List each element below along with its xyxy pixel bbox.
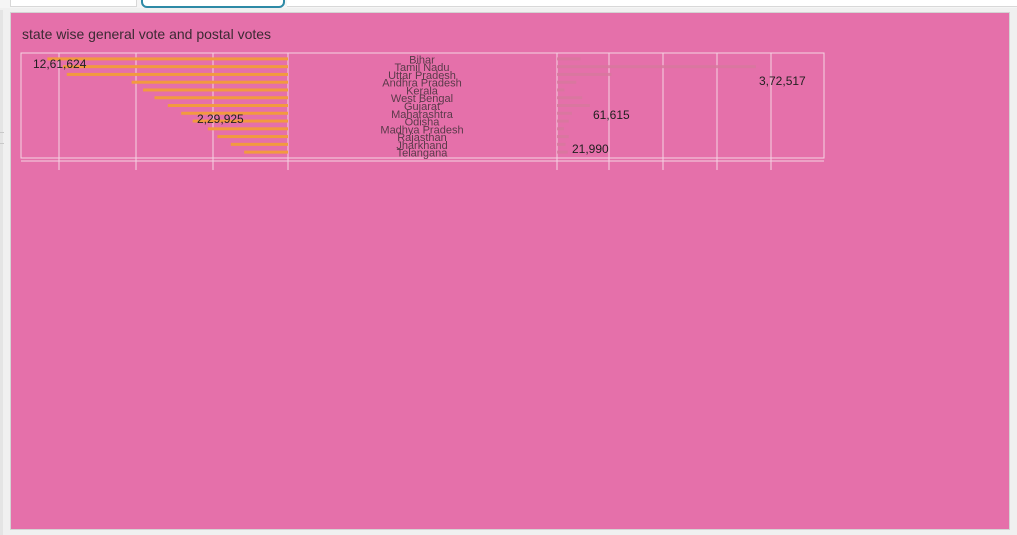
right-bar xyxy=(557,119,569,123)
category-label: Rajasthan xyxy=(397,132,447,144)
right-bar xyxy=(557,80,577,84)
left-rail-tick xyxy=(0,132,4,133)
left-bar xyxy=(207,127,288,131)
left-bar xyxy=(66,72,288,76)
right-bar xyxy=(557,57,581,61)
chart-title: state wise general vote and postal votes xyxy=(22,26,272,42)
sheet-tab[interactable] xyxy=(10,0,137,7)
left-rail xyxy=(0,10,3,535)
right-bar xyxy=(557,111,572,115)
tab-bar-filler xyxy=(287,0,1017,7)
right-bar xyxy=(557,150,568,154)
right-bar xyxy=(557,104,590,107)
category-label: Odisha xyxy=(405,117,441,129)
right-bar xyxy=(557,88,565,92)
left-bar xyxy=(192,119,288,123)
category-label: Madhya Pradesh xyxy=(380,124,463,136)
right-bar xyxy=(557,72,612,76)
active-sheet-tab[interactable] xyxy=(141,0,285,8)
left-rail-tick xyxy=(0,143,4,144)
category-label: Telangana xyxy=(397,148,449,160)
left-bar xyxy=(154,96,288,100)
right-bar xyxy=(557,127,564,131)
category-label: Gujarat xyxy=(404,101,440,113)
data-label: 3,72,517 xyxy=(759,74,806,88)
left-bar xyxy=(47,57,288,61)
category-label: Kerala xyxy=(406,85,439,97)
left-bar xyxy=(131,80,288,84)
category-label: Andhra Pradesh xyxy=(382,78,462,90)
left-bar xyxy=(217,135,288,139)
category-label: Jharkhand xyxy=(396,140,447,152)
data-label: 12,61,624 xyxy=(33,57,87,71)
category-label: Bihar xyxy=(409,54,435,66)
category-label: Uttar Pradesh xyxy=(388,70,456,82)
data-label: 2,29,925 xyxy=(197,112,244,126)
category-label: Maharashtra xyxy=(391,109,454,121)
left-bar xyxy=(181,111,288,115)
right-bar xyxy=(557,135,569,139)
data-label: 61,615 xyxy=(593,108,630,122)
left-bar xyxy=(143,88,288,92)
right-bar xyxy=(557,65,756,69)
data-label: 21,990 xyxy=(572,142,609,156)
left-bar xyxy=(244,150,288,154)
plot-frame xyxy=(20,52,825,159)
right-bar xyxy=(557,142,566,146)
left-bar xyxy=(167,104,288,107)
chart-panel: state wise general vote and postal votes… xyxy=(10,12,1010,530)
right-bar xyxy=(557,96,583,100)
category-label: West Bengal xyxy=(391,93,453,105)
category-label: Tamil Nadu xyxy=(394,62,449,74)
left-bar xyxy=(62,65,289,69)
left-bar xyxy=(230,142,288,146)
